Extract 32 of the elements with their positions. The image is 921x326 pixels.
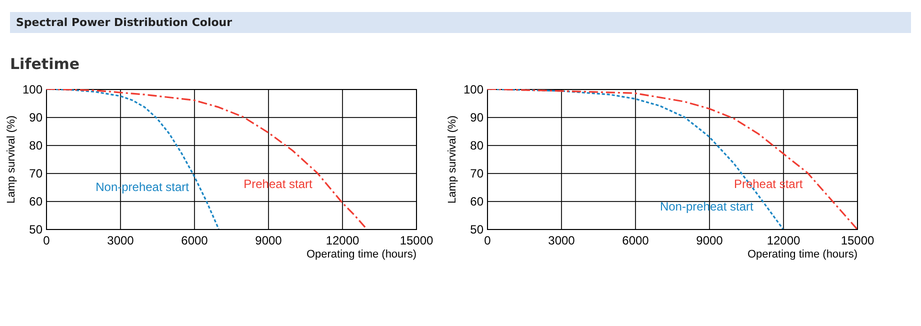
y-tick-label: 50: [470, 222, 484, 236]
chart-title: Spectral Power Distribution Colour: [10, 12, 911, 33]
chart-subtitle: Lifetime: [10, 55, 81, 73]
x-tick-label: 15000: [400, 234, 434, 248]
y-tick-label: 80: [29, 138, 43, 152]
y-tick-label: 50: [29, 222, 43, 236]
y-tick-label: 90: [470, 110, 484, 124]
x-tick-label: 12000: [326, 234, 360, 248]
x-tick-label: 3000: [107, 234, 134, 248]
y-axis-title: Lamp survival (%): [446, 115, 458, 204]
x-tick-label: 6000: [181, 234, 208, 248]
y-tick-label: 70: [470, 166, 484, 180]
x-tick-label: 0: [484, 234, 492, 248]
x-tick-label: 6000: [622, 234, 650, 248]
x-axis-title: Operating time (hours): [747, 248, 858, 260]
y-tick-label: 100: [22, 82, 43, 96]
x-tick-label: 3000: [548, 234, 576, 248]
x-tick-label: 12000: [766, 234, 801, 248]
y-tick-label: 60: [29, 194, 43, 208]
y-tick-label: 70: [29, 166, 43, 180]
y-tick-label: 100: [463, 82, 484, 96]
x-tick-label: 0: [43, 234, 50, 248]
x-axis-title: Operating time (hours): [306, 248, 416, 260]
y-tick-label: 90: [29, 110, 43, 124]
x-tick-label: 9000: [696, 234, 724, 248]
line-series: [487, 89, 857, 229]
y-tick-label: 60: [470, 194, 484, 208]
y-tick-label: 80: [470, 138, 484, 152]
x-tick-label: 15000: [840, 234, 875, 248]
x-tick-label: 9000: [255, 234, 282, 248]
y-axis-title: Lamp survival (%): [5, 115, 18, 204]
line-series: [46, 89, 368, 229]
